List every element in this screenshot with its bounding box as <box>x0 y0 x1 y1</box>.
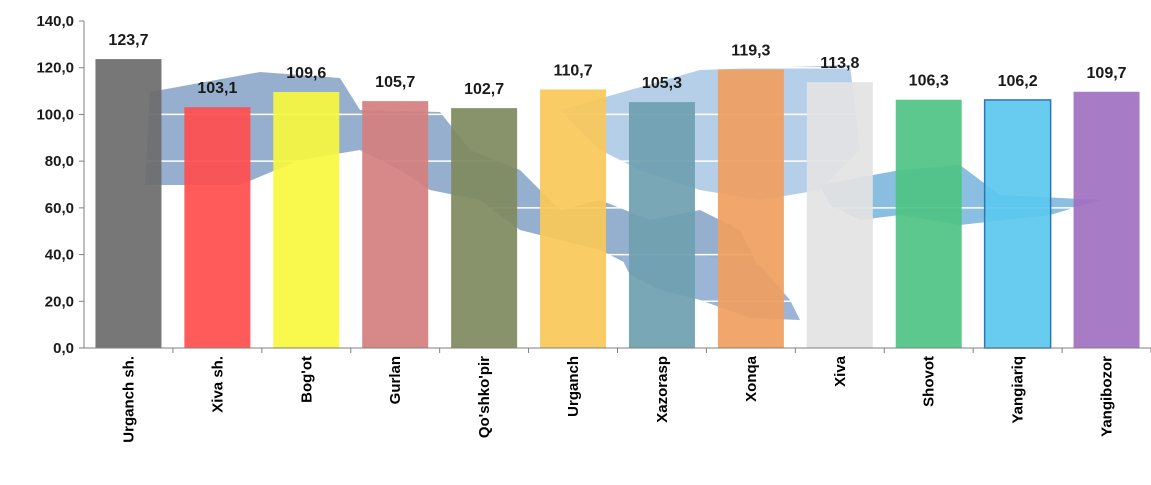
data-label: 119,3 <box>731 42 770 59</box>
category-label: Bog'ot <box>298 356 315 403</box>
data-label: 105,3 <box>642 75 682 92</box>
category-label: Urganch sh. <box>120 356 137 443</box>
category-label: Xiva <box>832 355 849 387</box>
category-label: Gurlan <box>387 356 404 404</box>
category-label: Shovot <box>921 356 938 407</box>
data-label: 113,8 <box>820 55 859 72</box>
category-label: Xiva sh. <box>209 356 226 413</box>
bar <box>540 89 607 348</box>
bar <box>983 99 1052 349</box>
data-label: 109,6 <box>286 65 326 82</box>
bar <box>273 92 340 349</box>
data-label: 103,1 <box>197 80 237 97</box>
category-label: Xonqa <box>743 355 760 401</box>
y-tick-label: 40,0 <box>45 247 74 264</box>
data-label: 123,7 <box>108 32 148 49</box>
y-tick-label: 100,0 <box>36 106 74 123</box>
bar <box>628 102 695 348</box>
category-label: Urganch <box>565 356 582 417</box>
data-label: 109,7 <box>1087 65 1127 82</box>
bar <box>1073 91 1140 348</box>
category-label: Qo'shko'pir <box>476 356 493 438</box>
y-tick-label: 80,0 <box>45 153 74 170</box>
y-tick-label: 120,0 <box>36 60 74 77</box>
bar <box>451 108 518 348</box>
x-axis: Urganch sh. Xiva sh. Bog'ot Gurlan Qo'shko'p… <box>84 347 1151 443</box>
category-label: Xazorasp <box>654 356 671 423</box>
data-label: 106,3 <box>909 73 949 90</box>
y-axis: 0,0 20,0 40,0 60,0 80,0 100,0 120,0 140,0 <box>36 13 85 357</box>
bars <box>95 59 1140 349</box>
category-label: Yangiariq <box>1010 356 1027 424</box>
data-label: 105,7 <box>375 74 415 91</box>
y-tick-label: 140,0 <box>36 13 74 30</box>
bar <box>184 107 251 348</box>
bar <box>95 59 162 348</box>
category-label: Yangibozor <box>1099 356 1116 437</box>
bar <box>806 82 873 349</box>
y-tick-label: 60,0 <box>45 200 74 217</box>
bar <box>362 101 429 349</box>
gridlines <box>84 20 1151 303</box>
bar <box>895 99 962 349</box>
data-labels: 123,7 103,1 109,6 105,7 102,7 110,7 105,3 119,3… <box>108 32 1126 98</box>
y-tick-label: 0,0 <box>53 340 74 357</box>
data-label: 102,7 <box>464 81 504 98</box>
y-tick-label: 20,0 <box>45 293 74 310</box>
data-label: 110,7 <box>553 62 592 79</box>
data-label: 106,2 <box>998 73 1038 90</box>
bar <box>717 69 784 348</box>
